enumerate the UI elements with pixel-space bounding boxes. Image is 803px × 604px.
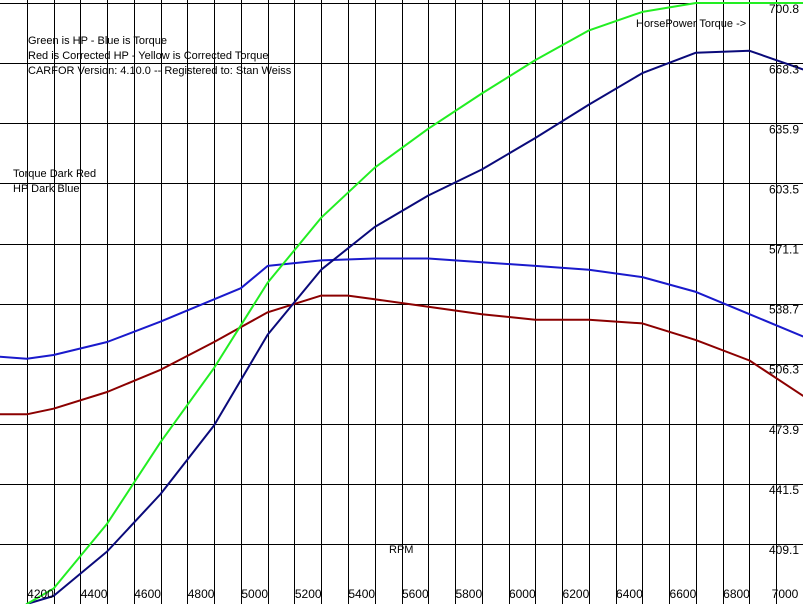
side-legend-torque: Torque Dark Red [13,168,96,180]
series-line-1 [0,257,803,360]
side-legend-hp: HP Dark Blue [13,183,79,195]
x-tick-label: 5600 [402,587,429,601]
x-tick-label: 6400 [616,587,643,601]
y-tick-label: 571.1 [769,243,799,257]
y-axis-tick-labels: 409.1 441.5 473.9 506.3 538.7 571.1 603.5 635.9… [769,2,799,557]
x-tick-label: 4400 [81,587,108,601]
x-axis-label: RPM [389,544,413,556]
x-tick-label: 5200 [295,587,322,601]
legend-line-version: CARFOR Version: 4.10.0 -- Registered to:… [28,65,292,77]
y-tick-label: 473.9 [769,423,799,437]
y-tick-label: 635.9 [769,122,799,136]
x-tick-label: 6800 [723,587,750,601]
x-tick-label: 5000 [241,587,268,601]
legend-line-corrected: Red is Corrected HP - Yellow is Correcte… [28,50,269,62]
y-tick-label: 538.7 [769,303,799,317]
series-line-2 [0,294,803,416]
y-tick-label: 506.3 [769,363,799,377]
x-tick-label: 4600 [134,587,161,601]
x-tick-label: 6200 [563,587,590,601]
x-tick-label: 5800 [455,587,482,601]
y-tick-label: 700.8 [769,2,799,16]
x-tick-label: 4800 [188,587,215,601]
y-tick-label: 409.1 [769,543,799,557]
series-line-0 [25,2,803,604]
x-tick-label: 4200 [27,587,54,601]
header-label-hp-torque: HorsePower Torque -> [636,18,746,30]
y-tick-label: 441.5 [769,483,799,497]
x-axis-tick-labels: 4200 4400 4600 4800 5000 5200 5400 5600 5800 6000… [27,587,799,601]
y-tick-label: 603.5 [769,182,799,196]
x-tick-label: 6000 [509,587,536,601]
y-tick-label: 668.3 [769,62,799,76]
legend-line-hp-torque: Green is HP - Blue is Torque [28,35,167,47]
x-tick-label: 6600 [670,587,697,601]
x-tick-label: 5400 [348,587,375,601]
series-line-3 [25,49,803,604]
x-tick-label: 7000 [772,587,799,601]
